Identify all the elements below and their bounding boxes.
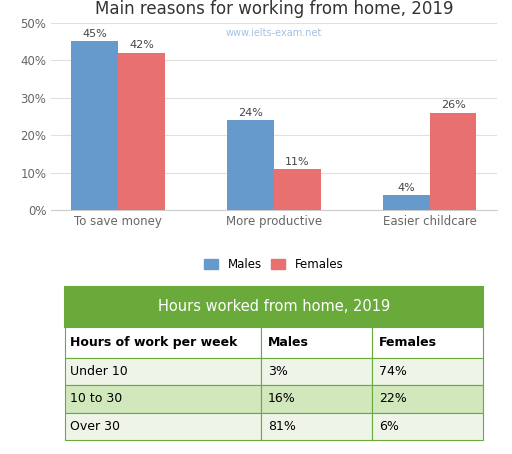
- Bar: [65, 385, 261, 413]
- Bar: [65, 413, 261, 440]
- Text: Over 30: Over 30: [70, 420, 120, 433]
- Legend: Males, Females: Males, Females: [200, 253, 348, 276]
- Bar: [372, 327, 483, 358]
- Bar: [65, 327, 261, 358]
- Bar: [430, 113, 476, 210]
- Text: 22%: 22%: [379, 392, 407, 405]
- Bar: [372, 385, 483, 413]
- Bar: [274, 169, 321, 210]
- Text: 6%: 6%: [379, 420, 399, 433]
- Bar: [261, 327, 372, 358]
- Bar: [372, 358, 483, 385]
- Text: 24%: 24%: [238, 108, 263, 118]
- Text: 4%: 4%: [397, 183, 415, 193]
- Title: Main reasons for working from home, 2019: Main reasons for working from home, 2019: [95, 0, 453, 18]
- Text: Males: Males: [268, 336, 309, 349]
- Text: 42%: 42%: [129, 40, 154, 50]
- Bar: [261, 413, 372, 440]
- Bar: [261, 385, 372, 413]
- Bar: [383, 195, 430, 210]
- Text: Females: Females: [379, 336, 437, 349]
- Text: www.ielts-exam.net: www.ielts-exam.net: [226, 28, 322, 38]
- Text: 81%: 81%: [268, 420, 296, 433]
- Bar: [227, 120, 274, 210]
- Bar: [65, 287, 483, 327]
- Text: 26%: 26%: [441, 100, 465, 110]
- Bar: [372, 413, 483, 440]
- Bar: [65, 358, 261, 385]
- Text: 3%: 3%: [268, 365, 288, 378]
- Bar: [118, 53, 165, 210]
- Bar: [72, 41, 118, 210]
- Text: 16%: 16%: [268, 392, 296, 405]
- Bar: [261, 358, 372, 385]
- Text: 74%: 74%: [379, 365, 407, 378]
- Text: 11%: 11%: [285, 157, 310, 167]
- Text: Hours of work per week: Hours of work per week: [70, 336, 237, 349]
- Text: Under 10: Under 10: [70, 365, 127, 378]
- Text: 45%: 45%: [82, 29, 107, 39]
- Text: 10 to 30: 10 to 30: [70, 392, 122, 405]
- Text: Hours worked from home, 2019: Hours worked from home, 2019: [158, 299, 390, 314]
